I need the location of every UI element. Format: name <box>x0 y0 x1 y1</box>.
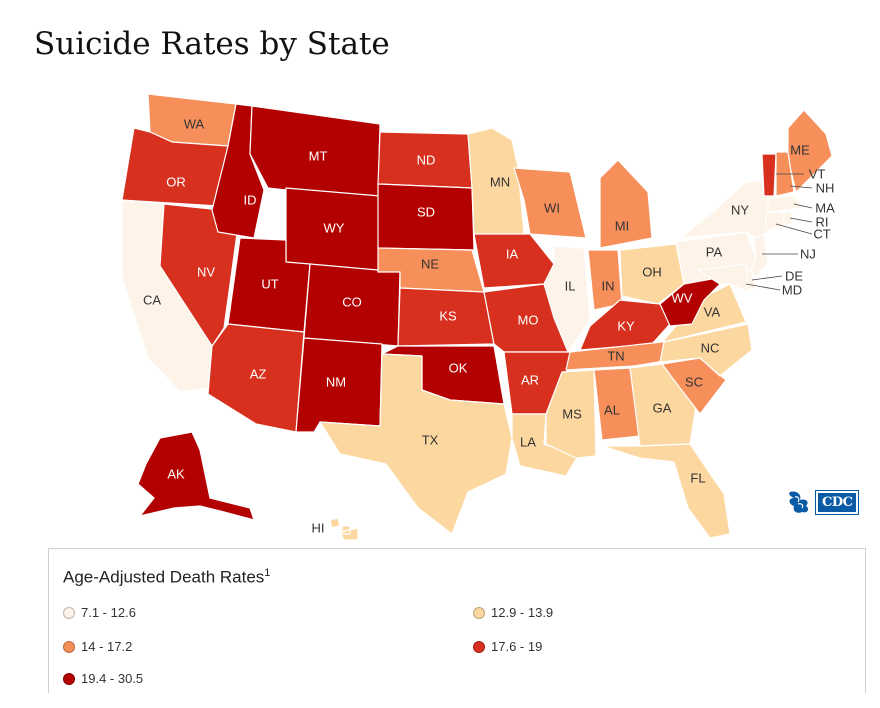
legend-swatch-1 <box>63 606 75 619</box>
legend-label-1: 7.1 - 12.6 <box>81 605 136 620</box>
legend-label-3: 14 - 17.2 <box>81 639 133 654</box>
state-NM[interactable] <box>295 337 383 433</box>
legend-footnote: 1 <box>264 567 271 579</box>
legend-label-4: 17.6 - 19 <box>491 639 543 654</box>
label-NJ: NJ <box>800 247 816 262</box>
state-VT[interactable] <box>761 153 777 197</box>
state-MD[interactable] <box>697 263 749 293</box>
label-CT: CT <box>813 227 830 242</box>
state-SD[interactable] <box>377 183 475 251</box>
state-WI[interactable] <box>513 167 587 239</box>
state-KS[interactable] <box>397 287 495 347</box>
label-DE: DE <box>785 269 803 284</box>
label-NH: NH <box>816 181 835 196</box>
state-ND[interactable] <box>377 131 473 189</box>
state-CT[interactable] <box>765 211 785 231</box>
legend-swatch-3 <box>63 640 75 653</box>
state-MI[interactable] <box>599 159 653 249</box>
state-IN[interactable] <box>587 249 623 311</box>
state-MA[interactable] <box>767 195 805 213</box>
cdc-logo-text: CDC <box>814 489 860 515</box>
legend-item-5[interactable]: 19.4 - 30.5 <box>63 671 143 686</box>
label-MA: MA <box>815 201 835 216</box>
us-state-map: WA OR CA NV ID MT WY UT AZ CO NM ND SD N… <box>121 93 835 541</box>
state-AZ[interactable] <box>207 323 305 433</box>
page-title: Suicide Rates by State <box>34 26 390 62</box>
legend-label-5: 19.4 - 30.5 <box>81 671 144 686</box>
state-OH[interactable] <box>619 243 685 305</box>
legend-item-3[interactable]: 14 - 17.2 <box>63 639 132 654</box>
state-RI[interactable] <box>783 211 793 227</box>
legend-swatch-5 <box>63 672 75 685</box>
state-IA[interactable] <box>473 233 555 289</box>
legend-item-1[interactable]: 7.1 - 12.6 <box>63 605 136 620</box>
legend-title: Age-Adjusted Death Rates1 <box>63 567 271 587</box>
legend-item-4[interactable]: 17.6 - 19 <box>473 639 542 654</box>
cdc-logo: CDC <box>786 488 860 516</box>
legend-swatch-2 <box>473 606 485 619</box>
state-NY[interactable] <box>679 179 777 239</box>
state-MN[interactable] <box>467 127 525 235</box>
state-GA[interactable] <box>629 363 697 447</box>
state-AK[interactable] <box>137 431 255 521</box>
legend-item-2[interactable]: 12.9 - 13.9 <box>473 605 553 620</box>
state-IL[interactable] <box>543 245 591 353</box>
state-TX[interactable] <box>319 353 513 535</box>
state-NJ[interactable] <box>749 233 769 277</box>
state-CO[interactable] <box>303 263 401 347</box>
state-ME[interactable] <box>787 109 833 193</box>
label-HI: HI <box>312 521 325 536</box>
state-NC[interactable] <box>659 323 753 377</box>
state-MT[interactable] <box>249 105 381 201</box>
legend: Age-Adjusted Death Rates1 7.1 - 12.6 12.… <box>48 548 866 693</box>
legend-label-2: 12.9 - 13.9 <box>491 605 554 620</box>
state-WY[interactable] <box>285 187 381 273</box>
state-HI[interactable] <box>329 517 359 541</box>
callout-lines <box>745 173 813 291</box>
label-RI: RI <box>816 215 829 230</box>
state-FL[interactable] <box>601 443 731 539</box>
state-TN[interactable] <box>565 339 681 371</box>
hhs-eagle-icon <box>789 491 809 513</box>
legend-swatch-4 <box>473 640 485 653</box>
label-MD: MD <box>782 283 802 298</box>
